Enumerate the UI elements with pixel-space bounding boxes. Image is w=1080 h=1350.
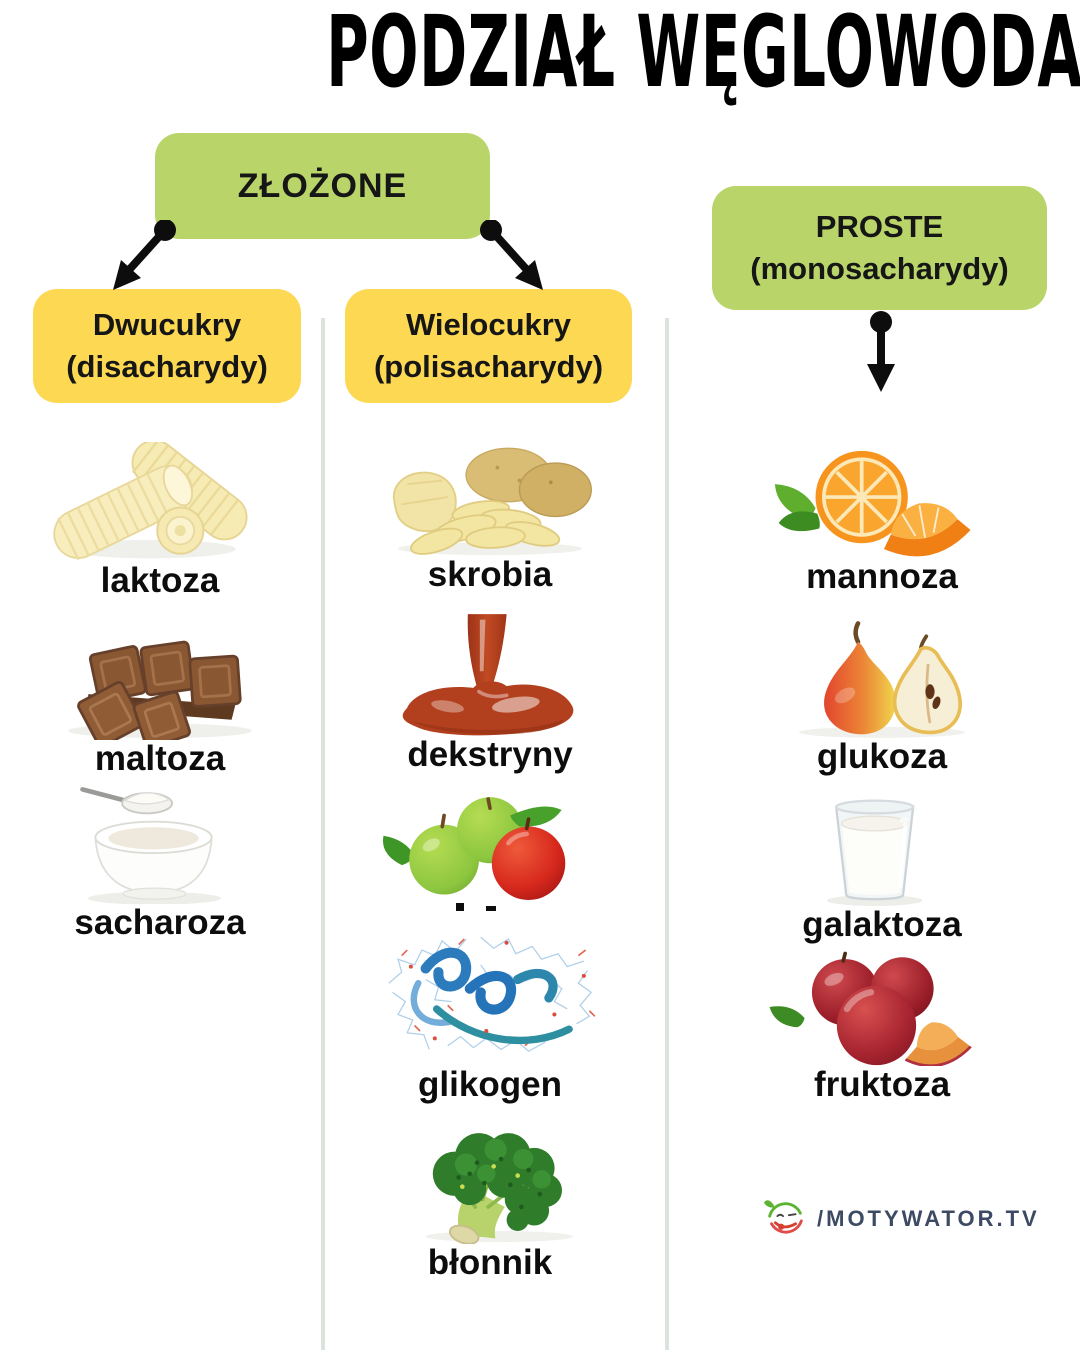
obscured-label-fragment bbox=[486, 906, 496, 911]
item-label: glikogen bbox=[418, 1065, 562, 1104]
item-label: fruktoza bbox=[813, 1065, 951, 1104]
item-sacharoza: sacharoza bbox=[30, 780, 290, 942]
milk-glass-image bbox=[827, 799, 923, 906]
pouring-syrup-image bbox=[402, 614, 574, 736]
arrow-left-icon bbox=[113, 220, 176, 290]
item-label: sacharoza bbox=[74, 903, 246, 942]
item-maltoza: maltoza bbox=[30, 628, 290, 778]
item-galaktoza: galaktoza bbox=[752, 796, 1012, 944]
node-proste-line1: PROSTE bbox=[815, 209, 944, 244]
brand-logo-text: /MOTYWATOR.TV bbox=[817, 1206, 1040, 1231]
node-wielocukry: Wielocukry (polisacharydy) bbox=[345, 289, 632, 403]
node-zlozone-label: ZŁOŻONE bbox=[237, 166, 408, 205]
potatoes-image bbox=[393, 447, 592, 556]
arrow-down-icon bbox=[867, 311, 895, 392]
apples-image bbox=[382, 797, 566, 900]
item-skrobia: skrobia bbox=[360, 440, 620, 594]
item-mannoza: mannoza bbox=[752, 438, 1012, 596]
molecule-ribbon-image bbox=[388, 936, 596, 1053]
item-label: mannoza bbox=[806, 557, 958, 596]
plums-image bbox=[769, 951, 972, 1066]
page-title: PODZIAŁ WĘGLOWODANÓW bbox=[326, 0, 1080, 110]
sugar-bowl-image bbox=[80, 787, 221, 904]
node-wielocukry-line2: (polisacharydy) bbox=[373, 349, 604, 384]
pear-image bbox=[798, 621, 966, 738]
title-wrap: PODZIAŁ WĘGLOWODANÓW bbox=[0, 0, 1080, 110]
item-fruktoza: fruktoza bbox=[752, 948, 1012, 1104]
node-dwucukry-line2: (disacharydy) bbox=[66, 349, 268, 384]
item-dekstryny: dekstryny bbox=[360, 614, 620, 774]
orange-halves-image bbox=[774, 450, 971, 557]
item-label: dekstryny bbox=[407, 735, 573, 774]
node-proste-line2: (monosacharydy) bbox=[750, 251, 1009, 286]
item-apples bbox=[360, 788, 620, 914]
node-zlozone: ZŁOŻONE bbox=[155, 133, 490, 239]
node-proste: PROSTE (monosacharydy) bbox=[712, 186, 1047, 310]
obscured-label-fragments bbox=[360, 900, 620, 914]
column-divider-left bbox=[321, 318, 325, 1350]
butter-curls-image bbox=[53, 442, 248, 561]
column-divider-right bbox=[665, 318, 669, 1350]
chocolate-pieces-image bbox=[68, 640, 252, 740]
item-label: glukoza bbox=[816, 737, 948, 776]
item-label: laktoza bbox=[100, 561, 220, 600]
arrow-right-icon bbox=[480, 220, 543, 290]
node-dwucukry-line1: Dwucukry bbox=[92, 307, 242, 342]
motywator-mascot-icon bbox=[763, 1200, 803, 1234]
item-glukoza: glukoza bbox=[752, 614, 1012, 776]
node-dwucukry: Dwucukry (disacharydy) bbox=[33, 289, 301, 403]
broccoli-image bbox=[425, 1133, 574, 1244]
item-label: skrobia bbox=[427, 555, 553, 594]
item-laktoza: laktoza bbox=[30, 442, 290, 600]
item-blonnik: błonnik bbox=[360, 1122, 620, 1282]
item-glikogen: glikogen bbox=[360, 928, 620, 1104]
item-label: galaktoza bbox=[802, 905, 962, 944]
item-label: błonnik bbox=[427, 1243, 553, 1282]
obscured-label-fragment bbox=[456, 903, 464, 911]
item-label: maltoza bbox=[94, 739, 226, 778]
brand-logo: /MOTYWATOR.TV bbox=[762, 1196, 1040, 1242]
node-wielocukry-line1: Wielocukry bbox=[405, 307, 572, 342]
